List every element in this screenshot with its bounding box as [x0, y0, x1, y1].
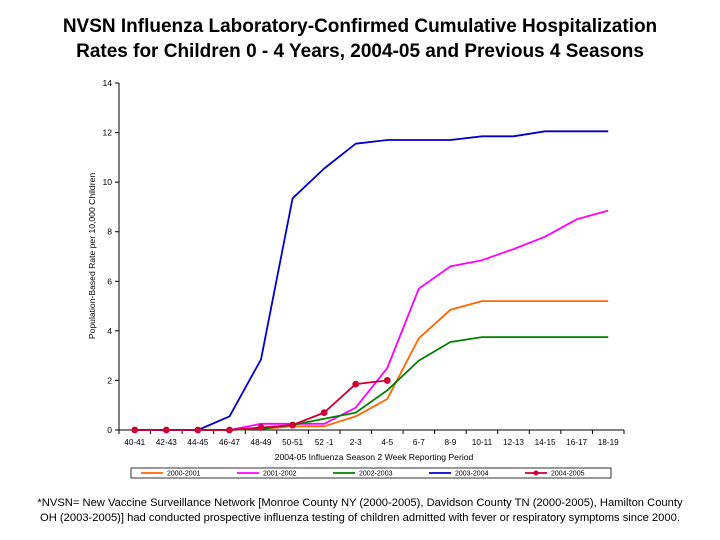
x-tick-label: 4-5 [381, 438, 393, 447]
data-point-2004-2005 [257, 424, 265, 431]
chart-axes: 0 2 4 6 8 10 12 14 40-41 42-43 44-45 46-47 48-49 50-5… [102, 78, 625, 447]
legend-label: 2002-2003 [359, 471, 393, 478]
x-tick-label: 12-13 [503, 438, 524, 447]
x-tick-label: 14-15 [535, 438, 556, 447]
data-point-2004-2005 [383, 377, 391, 384]
y-tick-label: 12 [102, 128, 112, 138]
data-point-2004-2005 [320, 409, 328, 417]
x-axis-label: 2004-05 Influenza Season 2 Week Reportin… [275, 452, 474, 462]
x-tick-label: 46-47 [219, 438, 240, 447]
chart-title: NVSN Influenza Laboratory-Confirmed Cumu… [0, 14, 720, 64]
series-line-2002-2003 [134, 336, 609, 431]
y-tick-label: 14 [102, 78, 112, 88]
footnote: *NVSN= New Vaccine Surveillance Network … [0, 496, 720, 526]
series-layer [131, 130, 609, 434]
chart-legend: 2000-2001 2001-2002 2002-2003 2003-2004 2004… [130, 467, 612, 479]
x-tick-label: 10-11 [472, 438, 493, 447]
legend-label: 2003-2004 [455, 471, 489, 478]
x-tick-label: 16-17 [566, 438, 587, 447]
y-tick-label: 0 [107, 425, 112, 435]
data-point-2004-2005 [162, 426, 170, 434]
legend-label: 2001-2002 [263, 471, 297, 478]
x-tick-label: 52 -1 [315, 438, 334, 447]
x-tick-label: 48-49 [251, 438, 272, 447]
x-tick-label: 44-45 [187, 438, 208, 447]
x-tick-label: 42-43 [156, 438, 177, 447]
x-tick-label: 50-51 [282, 438, 303, 447]
legend-box [130, 467, 612, 479]
legend-marker-2004-2005 [533, 470, 539, 476]
legend-label: 2000-2001 [167, 471, 201, 478]
y-tick-label: 8 [107, 227, 112, 237]
x-tick-label: 2-3 [350, 438, 362, 447]
y-axis-label: Population-Based Rate per 10,000 Childre… [87, 173, 97, 339]
line-chart: 0 2 4 6 8 10 12 14 40-41 42-43 44-45 46-47 48-49 50-5… [87, 78, 625, 479]
chart-title-line-1: NVSN Influenza Laboratory-Confirmed Cumu… [62, 16, 658, 37]
y-tick-label: 10 [102, 177, 112, 187]
series-line-2000-2001 [134, 300, 609, 431]
x-tick-label: 8-9 [444, 438, 456, 447]
footnote-line-1: *NVSN= New Vaccine Surveillance Network … [37, 497, 683, 509]
data-point-2004-2005 [352, 380, 360, 388]
y-tick-label: 2 [107, 375, 112, 385]
footnote-line-2: OH (2003-2005)] had conducted prospectiv… [40, 512, 680, 524]
series-line-2004-2005 [134, 379, 388, 431]
series-line-2001-2002 [134, 209, 609, 431]
chart-title-line-2: Rates for Children 0 - 4 Years, 2004-05 … [76, 41, 644, 62]
data-point-2004-2005 [131, 426, 139, 434]
x-tick-label: 40-41 [124, 438, 145, 447]
x-tick-label: 6-7 [413, 438, 425, 447]
data-point-2004-2005 [194, 426, 202, 434]
y-tick-label: 6 [107, 276, 112, 286]
y-tick-label: 4 [107, 326, 112, 336]
legend-label: 2004-2005 [551, 471, 585, 478]
x-tick-label: 18-19 [598, 438, 619, 447]
data-point-2004-2005 [226, 426, 233, 434]
series-line-2003-2004 [134, 130, 609, 431]
data-point-2004-2005 [289, 421, 296, 429]
